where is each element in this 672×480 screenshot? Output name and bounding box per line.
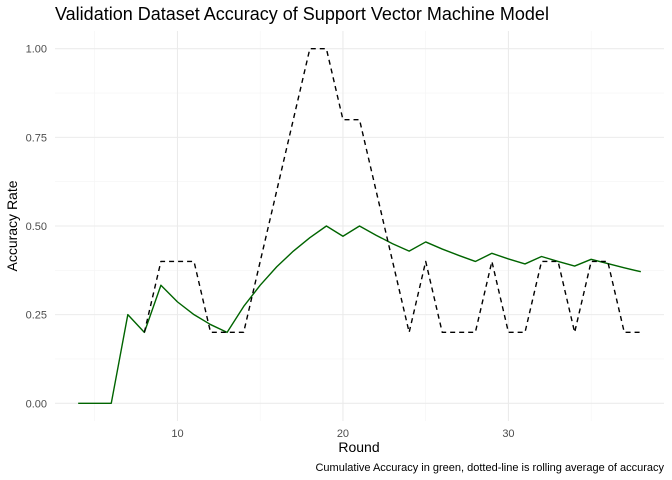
chart-caption: Cumulative Accuracy in green, dotted-lin…	[315, 462, 664, 474]
y-axis-label: Accuracy Rate	[4, 180, 20, 271]
y-tick-label: 0.75	[26, 132, 47, 144]
series-group	[78, 48, 641, 404]
y-tick-label: 0.25	[26, 310, 47, 322]
x-axis-label: Round	[338, 439, 379, 455]
y-axis-ticks: 0.00 0.25 0.50 0.75 1.00	[26, 44, 47, 411]
y-tick-label: 0.00	[26, 398, 47, 410]
chart-title: Validation Dataset Accuracy of Support V…	[55, 4, 549, 24]
grid	[55, 31, 664, 421]
rolling-average-line	[143, 48, 641, 334]
x-tick-label: 20	[337, 428, 349, 440]
x-tick-label: 30	[502, 428, 514, 440]
y-tick-label: 0.50	[26, 221, 47, 233]
y-tick-label: 1.00	[26, 44, 47, 56]
x-axis-ticks: 10 20 30	[171, 428, 514, 440]
x-tick-label: 10	[171, 428, 183, 440]
cumulative-accuracy-line	[78, 225, 641, 404]
